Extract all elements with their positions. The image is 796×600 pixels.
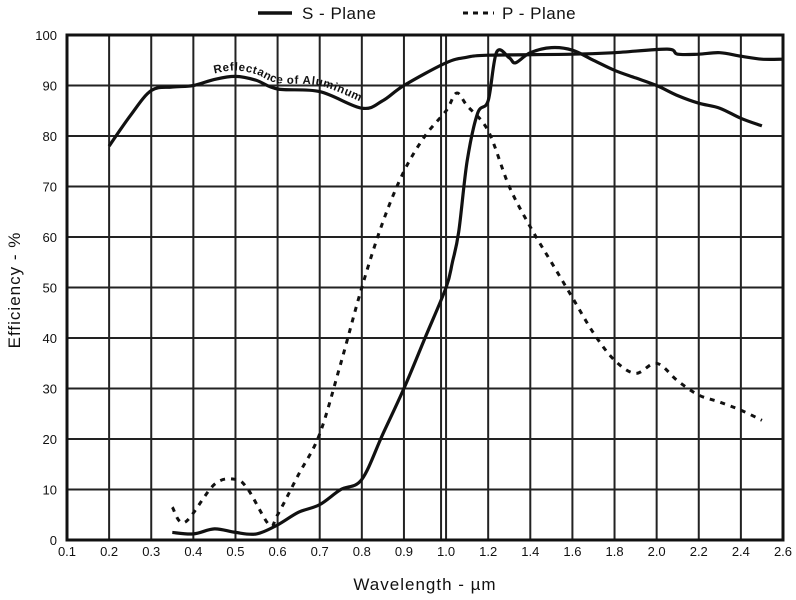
y-tick-label: 20 <box>43 432 57 447</box>
y-tick-label: 0 <box>50 533 57 548</box>
y-axis-label: Efficiency - % <box>5 232 24 349</box>
y-tick-label: 40 <box>43 331 57 346</box>
y-tick-label: 100 <box>35 28 57 43</box>
x-tick-label: 0.2 <box>100 544 118 559</box>
tick-labels: 0.1 0.2 0.3 0.4 0.5 0.6 0.7 0.8 0.9 1.0 1.2 1.4 1.6 1… <box>35 28 792 559</box>
series-reflectance-of-aluminum <box>107 47 784 148</box>
plot-frame <box>65 33 785 542</box>
x-tick-label: 1.6 <box>563 544 581 559</box>
x-tick-label: 0.3 <box>142 544 160 559</box>
x-tick-label: 1.8 <box>605 544 623 559</box>
x-tick-label: 2.0 <box>648 544 666 559</box>
y-tick-label: 80 <box>43 129 57 144</box>
x-tick-label: 0.8 <box>353 544 371 559</box>
x-axis-label: Wavelength - µm <box>353 575 496 594</box>
y-tick-label: 70 <box>43 180 57 195</box>
x-tick-label: 0.4 <box>184 544 202 559</box>
y-tick-label: 90 <box>43 79 57 94</box>
x-tick-label: 0.9 <box>395 544 413 559</box>
series-s-plane <box>172 45 763 536</box>
x-tick-label: 0.5 <box>226 544 244 559</box>
grid <box>65 33 785 542</box>
x-tick-label: 2.6 <box>774 544 792 559</box>
curves <box>107 45 784 536</box>
x-tick-label: 0.1 <box>58 544 76 559</box>
y-tick-label: 50 <box>43 281 57 296</box>
y-tick-label: 10 <box>43 483 57 498</box>
x-tick-label: 1.2 <box>479 544 497 559</box>
legend-p-plane-label: P - Plane <box>502 4 576 23</box>
x-tick-label: 2.4 <box>732 544 750 559</box>
series-p-plane <box>170 91 763 528</box>
y-tick-label: 30 <box>43 382 57 397</box>
x-tick-label: 2.2 <box>690 544 708 559</box>
y-tick-label: 60 <box>43 230 57 245</box>
legend: S - Plane P - Plane <box>258 4 576 23</box>
x-tick-label: 0.6 <box>269 544 287 559</box>
x-tick-label: 1.0 <box>437 544 455 559</box>
x-tick-label: 1.4 <box>521 544 539 559</box>
legend-s-plane-label: S - Plane <box>302 4 376 23</box>
x-tick-label: 0.7 <box>311 544 329 559</box>
